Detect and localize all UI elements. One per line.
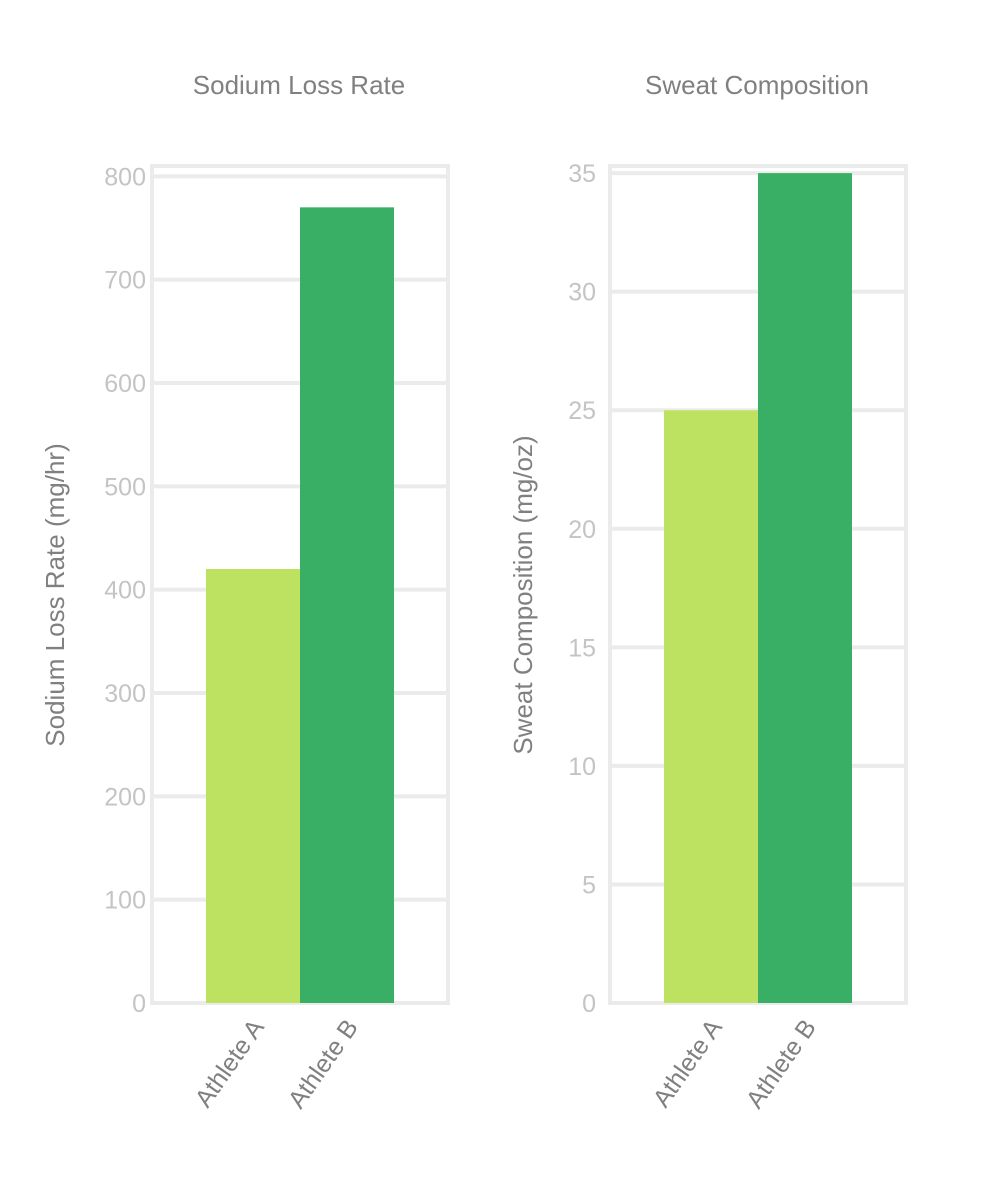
x-tick-label: Athlete B xyxy=(283,1014,364,1113)
chart-title: Sweat Composition xyxy=(645,70,869,100)
y-tick-label: 200 xyxy=(104,783,146,811)
x-tick-label: Athlete A xyxy=(648,1014,729,1112)
y-tick-label: 800 xyxy=(104,163,146,191)
bar-athlete-b xyxy=(758,173,852,1004)
y-tick-label: 10 xyxy=(568,753,596,781)
y-tick-label: 25 xyxy=(568,397,596,425)
bar-athlete-a xyxy=(206,569,300,1003)
y-tick-label: 0 xyxy=(582,990,596,1018)
y-tick-label: 300 xyxy=(104,680,146,708)
bar-athlete-b xyxy=(300,207,394,1004)
chart-panel-2: 0 5 10 15 20 25 30 35 Athlete A Athlete B Sweat Co… xyxy=(508,70,908,1114)
y-tick-label: 600 xyxy=(104,370,146,398)
x-tick-label: Athlete B xyxy=(741,1014,822,1113)
x-tick-label: Athlete A xyxy=(190,1014,271,1112)
y-tick-label: 15 xyxy=(568,634,596,662)
y-tick-label: 30 xyxy=(568,279,596,307)
bar-athlete-a xyxy=(664,410,758,1004)
y-tick-label: 400 xyxy=(104,577,146,605)
y-axis-label: Sweat Composition (mg/oz) xyxy=(508,435,538,754)
y-tick-label: 20 xyxy=(568,516,596,544)
y-tick-label: 500 xyxy=(104,473,146,501)
y-tick-label: 0 xyxy=(132,990,146,1018)
y-axis-label: Sodium Loss Rate (mg/hr) xyxy=(40,443,70,746)
y-tick-label: 5 xyxy=(582,871,596,899)
chart-panel-1: 0 100 200 300 400 500 600 700 800 Athlete A Athlet… xyxy=(40,70,450,1114)
chart-title: Sodium Loss Rate xyxy=(193,70,405,100)
y-tick-label: 700 xyxy=(104,267,146,295)
y-tick-label: 35 xyxy=(568,160,596,188)
y-tick-label: 100 xyxy=(104,887,146,915)
